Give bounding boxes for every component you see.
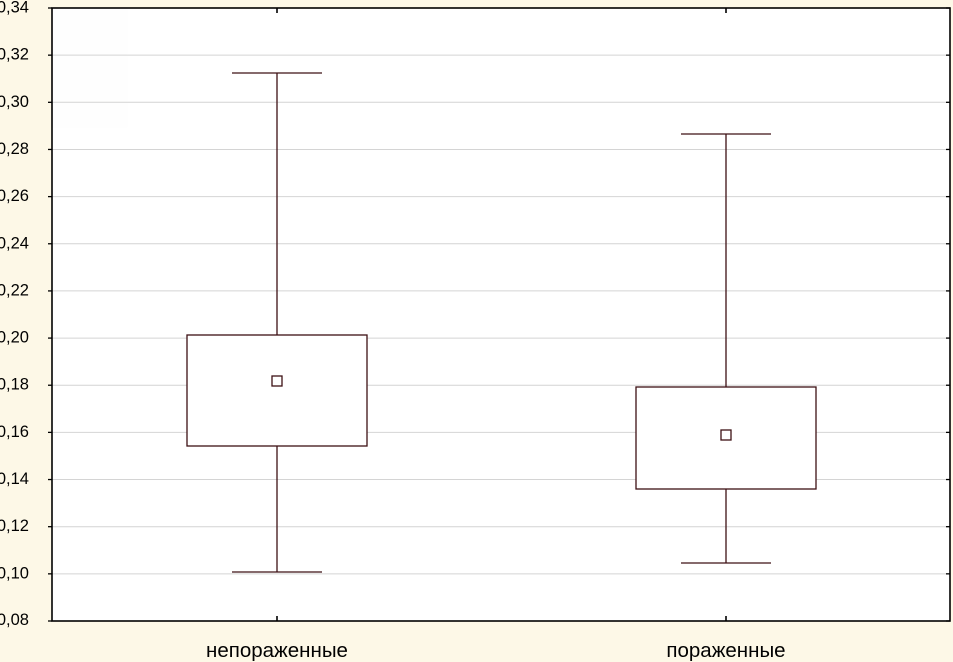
- svg-text:0,24: 0,24: [0, 234, 29, 252]
- svg-text:0,28: 0,28: [0, 140, 29, 158]
- svg-text:0,30: 0,30: [0, 93, 29, 111]
- svg-text:пораженные: пораженные: [666, 639, 785, 662]
- svg-text:0,32: 0,32: [0, 46, 29, 64]
- svg-text:0,12: 0,12: [0, 517, 29, 535]
- svg-text:0,14: 0,14: [0, 470, 29, 488]
- svg-text:0,22: 0,22: [0, 281, 29, 299]
- svg-text:0,16: 0,16: [0, 423, 29, 441]
- svg-text:0,26: 0,26: [0, 187, 29, 205]
- svg-text:0,18: 0,18: [0, 376, 29, 394]
- svg-text:0,20: 0,20: [0, 329, 29, 347]
- svg-text:0,10: 0,10: [0, 564, 29, 582]
- svg-text:0,34: 0,34: [0, 0, 29, 17]
- svg-text:непораженные: непораженные: [206, 639, 348, 662]
- svg-text:0,08: 0,08: [0, 611, 29, 629]
